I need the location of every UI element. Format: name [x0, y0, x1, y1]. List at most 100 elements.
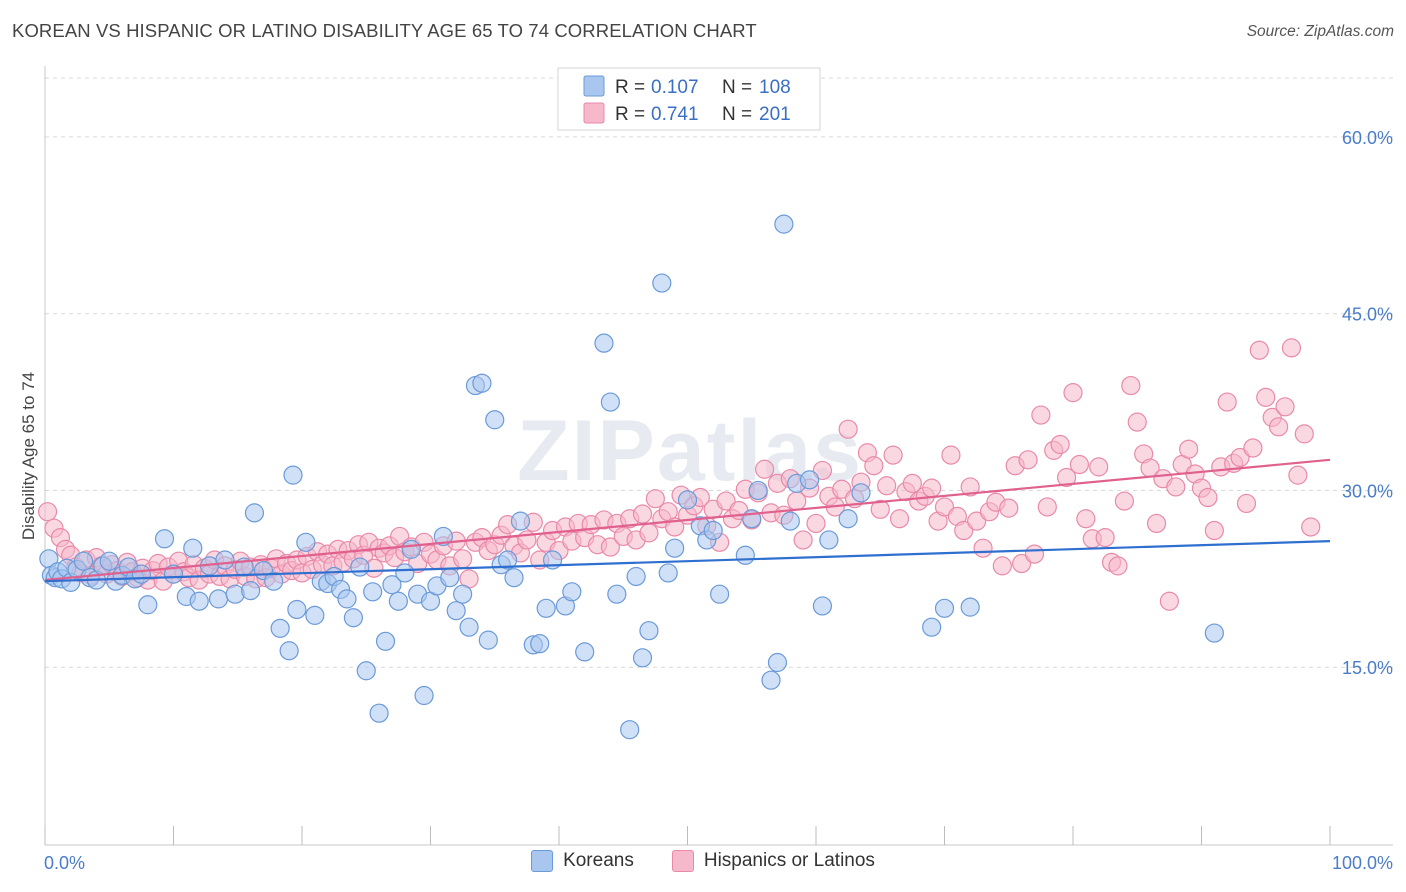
hispanic-point [632, 504, 653, 524]
hispanic-point [1268, 417, 1289, 437]
hispanic-point [1230, 447, 1250, 468]
hispanic-point [941, 445, 961, 465]
hispanic-point [1011, 553, 1032, 574]
y-tick-labels: 15.0% 30.0% 45.0% 60.0% [1342, 128, 1393, 678]
legend-hispanic-n-label: N = [722, 104, 752, 125]
korean-point [446, 601, 466, 621]
hispanic-point [639, 523, 659, 543]
hispanic-point [1217, 392, 1237, 412]
hispanic-point [1146, 513, 1167, 534]
hispanic-point [1243, 438, 1263, 458]
korean-point [748, 480, 768, 501]
korean-point [530, 634, 550, 654]
hispanic-point [1249, 340, 1269, 360]
korean-point [440, 568, 460, 588]
hispanic-point [1288, 465, 1308, 485]
hispanic-point [883, 445, 903, 465]
korean-point [401, 539, 421, 559]
korean-point [607, 584, 627, 604]
hispanic-point [1281, 338, 1302, 358]
hispanic-point [889, 509, 910, 529]
bottom-legend-hispanic: Hispanics or Latinos [671, 850, 875, 872]
korean-point [575, 642, 595, 662]
hispanic-point [1179, 439, 1199, 459]
legend-hispanic-r-value: 0.741 [651, 104, 699, 125]
hispanic-point [922, 478, 942, 498]
y-tick-label: 45.0% [1342, 305, 1393, 325]
hispanic-point [1256, 387, 1276, 407]
korean-point [453, 584, 473, 604]
hispanic-point [1159, 591, 1179, 611]
korean-point [767, 652, 788, 673]
korean-point [652, 273, 672, 293]
y-axis-title: Disability Age 65 to 74 [19, 372, 38, 540]
korean-point [922, 617, 942, 637]
hispanic-point [838, 419, 858, 439]
korean-point [264, 571, 284, 591]
korean-point [851, 483, 871, 503]
korean-point [244, 503, 265, 523]
hispanic-point [600, 537, 621, 557]
korean-point [620, 720, 640, 740]
hispanic-point [1089, 457, 1109, 477]
hispanic-point [754, 459, 775, 479]
hispanic-point [716, 491, 736, 511]
top-legend: R = 0.107 N = 108 R = 0.741 N = 201 [557, 67, 821, 131]
korean-point [369, 703, 389, 723]
y-tick-label: 15.0% [1342, 658, 1393, 678]
korean-point [138, 595, 158, 615]
korean-point [934, 598, 955, 618]
korean-point [838, 509, 858, 529]
korean-point [472, 373, 492, 393]
korean-point [356, 661, 376, 681]
hispanic-point [793, 530, 813, 550]
hispanic-point [864, 456, 884, 476]
korean-point [382, 575, 402, 595]
hispanic-point [902, 473, 922, 493]
legend-korean-n-value: 108 [759, 77, 791, 98]
korean-point [375, 631, 396, 651]
korean-point [1204, 623, 1224, 643]
hispanic-point [1076, 509, 1096, 529]
hispanic-point [960, 477, 980, 497]
korean-point [658, 563, 678, 583]
korean-point [735, 545, 755, 565]
korean-point [350, 557, 370, 577]
hispanic-point [870, 499, 890, 519]
korean-point [594, 333, 614, 353]
korean-point [215, 550, 235, 570]
hispanic-point [1127, 412, 1147, 432]
hispanic-point [1037, 497, 1057, 517]
korean-point [485, 410, 505, 430]
korean-point [960, 597, 980, 617]
korean-point [780, 511, 800, 531]
y-tick-label: 30.0% [1342, 481, 1393, 501]
hispanic-point [37, 502, 58, 522]
hispanic-point [1063, 383, 1083, 403]
legend-korean-r-value: 0.107 [651, 77, 699, 98]
korean-point [761, 670, 781, 690]
hispanic-point [1166, 477, 1186, 497]
korean-point [626, 566, 646, 587]
korean-point [632, 648, 653, 668]
hispanic-point [1275, 397, 1295, 417]
hispanic-point [992, 556, 1012, 576]
hispanic-swatch [671, 850, 694, 872]
korean-point [703, 520, 723, 541]
korean-point [343, 608, 363, 628]
korean-point [710, 584, 730, 604]
bottom-legend-korean: Koreans [531, 850, 634, 872]
korean-point [287, 599, 307, 620]
hispanic-point [934, 497, 955, 517]
korean-point [504, 568, 524, 588]
legend-hispanic-n-value: 201 [759, 104, 791, 125]
korean-point [131, 564, 151, 584]
y-tick-label: 60.0% [1342, 128, 1393, 148]
legend-hispanic-swatch [583, 102, 605, 124]
korean-points [39, 214, 1224, 740]
hispanic-point [1121, 375, 1141, 396]
chart-title: KOREAN VS HISPANIC OR LATINO DISABILITY … [12, 20, 757, 41]
hispanic-point [1024, 544, 1045, 564]
korean-point [395, 563, 415, 583]
hispanic-point [1294, 424, 1314, 444]
